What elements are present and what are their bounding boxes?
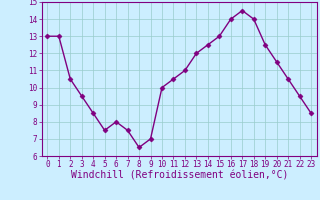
X-axis label: Windchill (Refroidissement éolien,°C): Windchill (Refroidissement éolien,°C) bbox=[70, 171, 288, 181]
